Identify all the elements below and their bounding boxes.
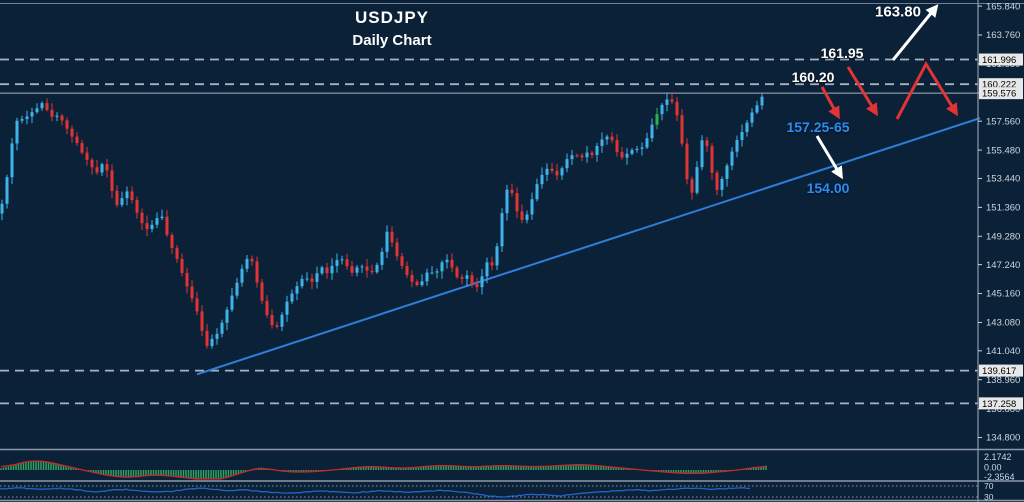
oscillator-level-label: 30: [984, 492, 994, 502]
boxed-price-label: 159.576: [982, 89, 1016, 100]
indicator-value-label: -2.3564: [984, 472, 1015, 482]
annotation-resistance-161-95[interactable]: 161.95: [820, 45, 864, 61]
price-tick-label: 157.560: [986, 116, 1020, 127]
price-box: [979, 364, 1023, 377]
boxed-price-label: 160.222: [982, 80, 1016, 91]
ascending-trendline[interactable]: [196, 117, 981, 376]
annotation-support-zone-157-25-65[interactable]: 157.25-65: [786, 119, 850, 135]
price-box: [979, 87, 1023, 100]
white-arrow: [891, 4, 939, 61]
signal-line: [0, 460, 767, 480]
price-tick-label: 151.360: [986, 203, 1020, 214]
price-tick-label: 147.240: [986, 260, 1020, 271]
price-tick-label: 153.440: [986, 174, 1020, 185]
annotation-support-154-00[interactable]: 154.00: [806, 180, 850, 196]
boxed-price-label: 161.996: [982, 55, 1016, 66]
price-tick-label: 141.040: [986, 346, 1020, 357]
price-tick-label: 163.760: [986, 30, 1020, 41]
price-box: [979, 397, 1023, 410]
panel-separators: [0, 448, 1024, 502]
price-tick-label: 149.280: [986, 231, 1020, 242]
histogram-indicator: [0, 460, 767, 480]
lower-oscillator: [0, 485, 978, 498]
white-arrow: [815, 135, 843, 180]
annotation-resistance-160-20[interactable]: 160.20: [791, 69, 835, 85]
annotation-target-163-80[interactable]: 163.80: [875, 3, 921, 21]
oscillator-line: [0, 487, 751, 498]
price-tick-label: 145.160: [986, 289, 1020, 300]
price-tick-label: 143.080: [986, 318, 1020, 329]
price-tick-label: 165.840: [986, 1, 1020, 12]
red-arrow: [895, 60, 958, 120]
candlesticks: [0, 92, 764, 349]
red-arrow: [846, 66, 878, 117]
price-tick-label: 134.800: [986, 433, 1020, 444]
oscillator-level-label: 70: [984, 481, 994, 491]
price-box: [979, 53, 1023, 66]
price-tick-label: 138.960: [986, 375, 1020, 386]
boxed-price-label: 139.617: [982, 366, 1016, 377]
forecast-arrows[interactable]: [815, 4, 958, 180]
level-lines: [0, 3, 1024, 405]
price-tick-label: 155.480: [986, 145, 1020, 156]
indicator-value-label: 2.1742: [984, 452, 1012, 462]
indicator-value-label: 0.00: [984, 463, 1002, 473]
price-axis[interactable]: 165.840163.760161.680159.600157.560155.4…: [977, 0, 1023, 502]
red-arrow: [820, 86, 840, 120]
boxed-price-label: 137.258: [982, 399, 1016, 410]
